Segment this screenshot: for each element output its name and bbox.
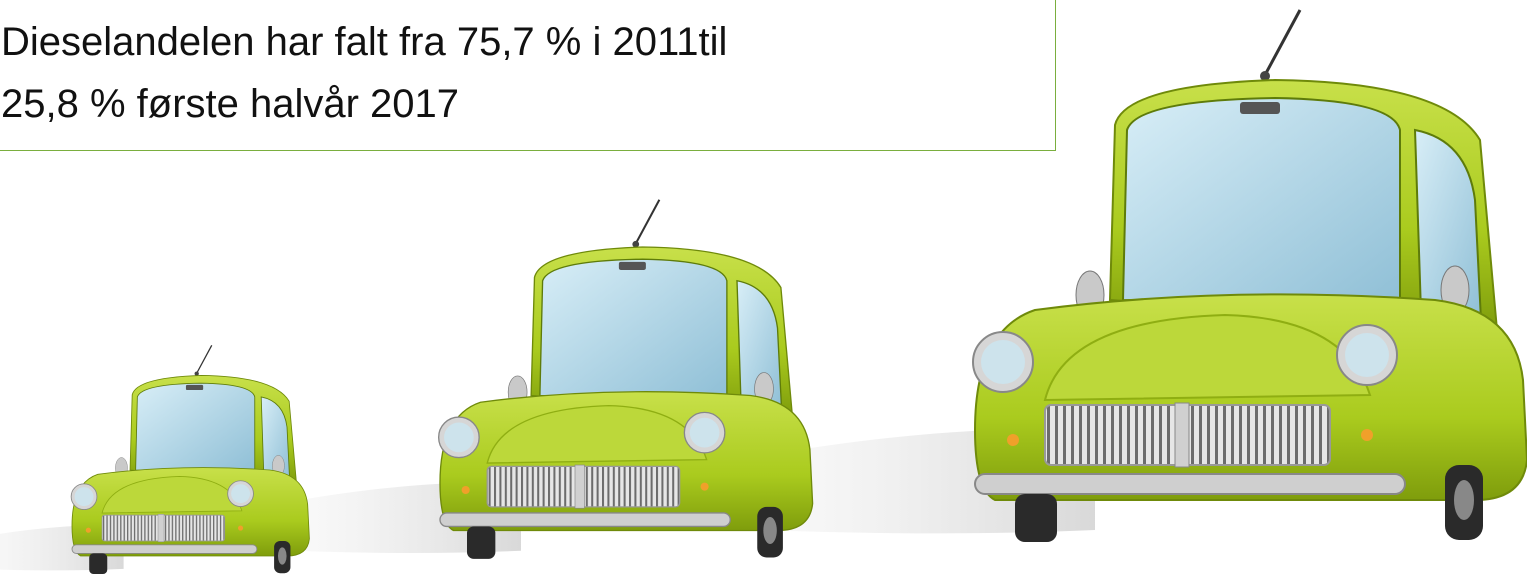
text-line: Dieselandelen har falt fra 75,7 % i 2011…: [1, 20, 728, 64]
car-small: [0, 344, 311, 575]
text-box: Dieselandelen har falt fra 75,7 % i 2011…: [0, 0, 1056, 151]
text-line: 25,8 % første halvår 2017: [1, 82, 460, 126]
